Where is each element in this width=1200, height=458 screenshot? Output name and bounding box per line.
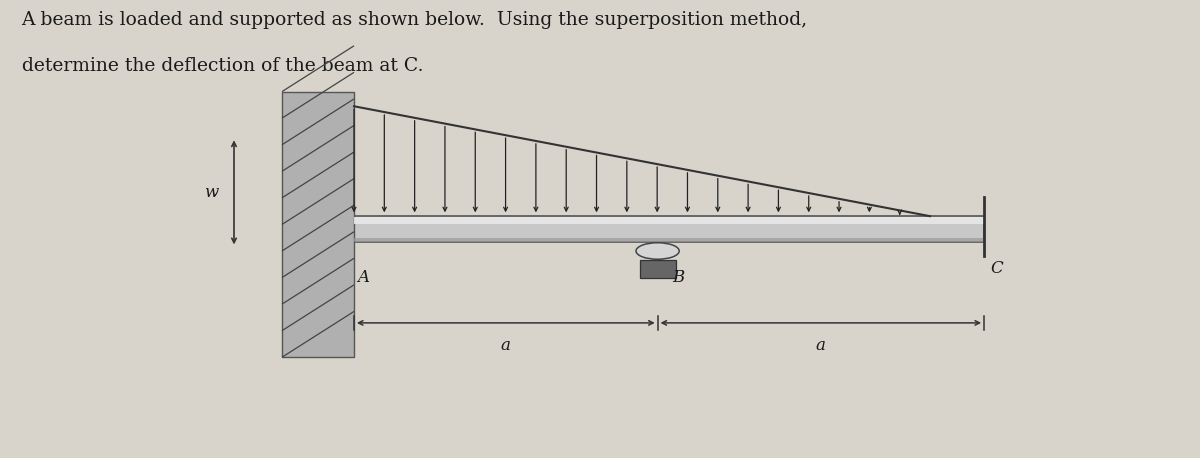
Text: a: a <box>500 337 511 354</box>
Text: w: w <box>204 184 218 201</box>
Text: A: A <box>358 269 370 286</box>
Text: A beam is loaded and supported as shown below.  Using the superposition method,: A beam is loaded and supported as shown … <box>22 11 808 29</box>
Bar <box>354 216 984 242</box>
Text: C: C <box>990 260 1003 277</box>
Bar <box>640 260 676 278</box>
Bar <box>282 92 354 357</box>
Text: a: a <box>816 337 826 354</box>
Text: determine the deflection of the beam at C.: determine the deflection of the beam at … <box>22 57 424 75</box>
Bar <box>354 238 984 242</box>
Bar <box>354 218 984 224</box>
Circle shape <box>636 243 679 259</box>
Text: B: B <box>672 269 684 286</box>
